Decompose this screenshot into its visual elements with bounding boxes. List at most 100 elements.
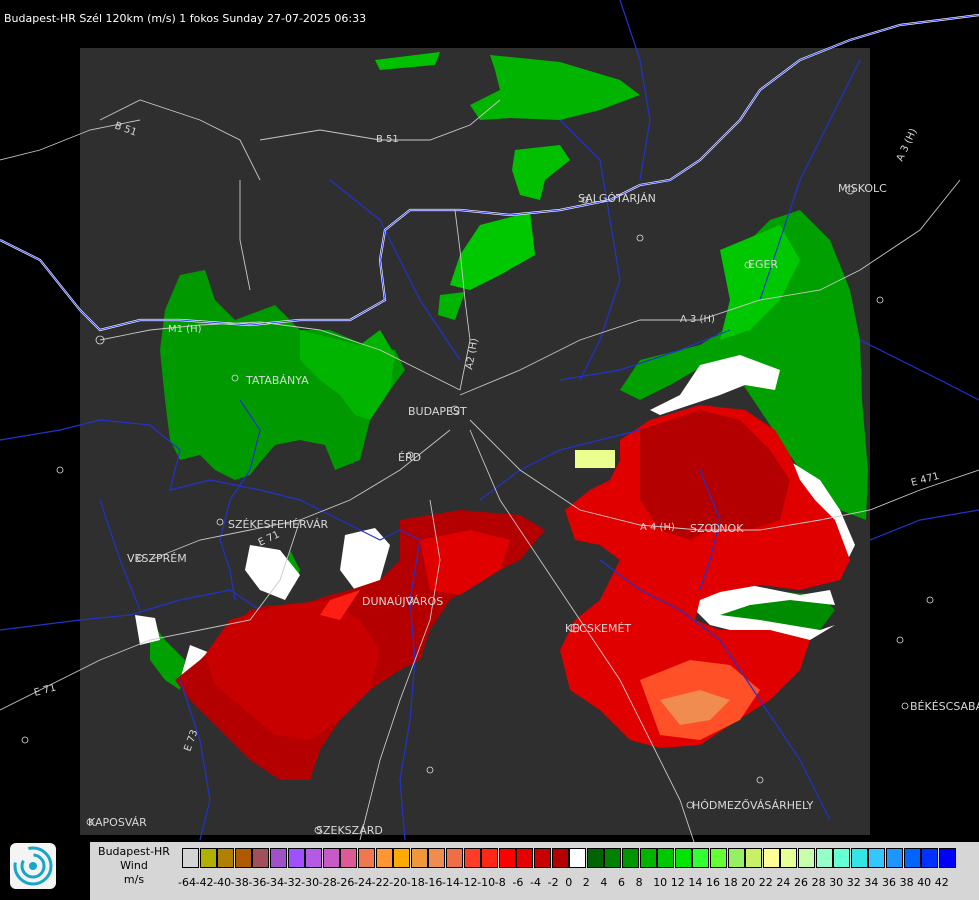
city-label: ÉRD <box>398 451 421 464</box>
legend-label: 24 <box>776 876 791 889</box>
legend-swatch <box>182 848 199 868</box>
legend-label: -6 <box>512 876 524 889</box>
legend-swatch <box>921 848 939 868</box>
legend-swatch <box>657 848 675 868</box>
legend-label: -8 <box>494 876 506 889</box>
legend-label: -18 <box>406 876 425 889</box>
city-label: DUNAÚJVÁROS <box>362 595 443 608</box>
legend-label: -30 <box>301 876 320 889</box>
legend-swatch <box>604 848 622 868</box>
legend-swatch <box>692 848 710 868</box>
city-label: KAPOSVÁR <box>88 816 147 829</box>
legend-swatch <box>674 848 692 868</box>
city-label: TATABÁNYA <box>245 374 309 387</box>
city-label: HÓDMEZŐVÁSÁRHELY <box>692 798 814 812</box>
legend-label: 4 <box>600 876 608 889</box>
city-label: MISKOLC <box>838 182 887 195</box>
legend-label: 22 <box>758 876 773 889</box>
legend-swatch <box>375 848 393 868</box>
city-outlines <box>21 185 934 834</box>
swirl-logo-icon <box>13 846 53 886</box>
legend-swatch <box>270 848 287 868</box>
legend-swatch <box>868 848 886 868</box>
legend-label: 0 <box>565 876 573 889</box>
road-label: M1 (H) <box>168 324 202 335</box>
legend-swatch <box>481 848 499 868</box>
legend-label: 14 <box>688 876 703 889</box>
legend-label: -10 <box>477 876 496 889</box>
legend-title-line: Wind <box>120 859 148 872</box>
legend-label: -22 <box>371 876 390 889</box>
legend-swatch <box>727 848 745 868</box>
legend-swatch <box>252 848 270 868</box>
legend-label: -32 <box>283 876 302 889</box>
legend-title: Budapest-HR Wind m/s <box>90 842 178 887</box>
road-label: A 3 (H) <box>895 127 920 163</box>
legend-label: -38 <box>230 876 249 889</box>
legend-swatch <box>516 848 534 868</box>
road-label: A2 (H) <box>464 337 480 370</box>
legend-title-line: m/s <box>123 873 145 886</box>
legend-swatch <box>622 848 639 868</box>
legend-swatch <box>234 848 252 868</box>
city-label: SZEKSZÁRD <box>316 824 383 837</box>
legend-title-line: Budapest-HR <box>98 845 170 858</box>
legend-label: -2 <box>547 876 559 889</box>
legend-label: -36 <box>248 876 267 889</box>
legend-swatch <box>569 848 587 868</box>
legend-label: 34 <box>864 876 879 889</box>
legend-label: 32 <box>846 876 861 889</box>
legend-swatch <box>815 848 833 868</box>
wind-echoes-negative <box>175 405 850 780</box>
country-border <box>0 13 979 332</box>
legend-label: 28 <box>811 876 826 889</box>
city-label: VESZPRÉM <box>127 552 187 565</box>
legend-label: -34 <box>266 876 284 889</box>
legend-label: -28 <box>318 876 337 889</box>
legend-swatch <box>287 848 305 868</box>
legend-swatch <box>745 848 763 868</box>
legend-label: 36 <box>882 876 896 889</box>
city-label: EGER <box>748 258 778 271</box>
legend-label: 2 <box>582 876 590 889</box>
legend-label: -24 <box>354 876 372 889</box>
legend-swatch <box>762 848 780 868</box>
legend-label: 38 <box>899 876 914 889</box>
city-labels: TATABÁNYA BUDAPEST ÉRD SZÉKESFEHÉRVÁR VE… <box>88 182 979 837</box>
legend-swatch <box>199 848 217 868</box>
legend-label: 10 <box>653 876 668 889</box>
legend-label: -4 <box>530 876 541 889</box>
legend-label: 20 <box>741 876 756 889</box>
legend-swatch <box>498 848 516 868</box>
legend-swatch <box>217 848 235 868</box>
county-borders <box>0 0 979 841</box>
road-label: B 51 <box>376 134 399 145</box>
legend-label: 30 <box>829 876 844 889</box>
legend-label: -12 <box>459 876 478 889</box>
legend-swatch <box>340 848 358 868</box>
legend-label: -20 <box>389 876 408 889</box>
legend-swatch <box>428 848 446 868</box>
legend-swatch <box>886 848 903 868</box>
legend-label: 40 <box>917 876 932 889</box>
legend-swatch <box>639 848 657 868</box>
legend-swatch <box>393 848 411 868</box>
legend-label: -42 <box>195 876 214 889</box>
city-label: SZÉKESFEHÉRVÁR <box>228 518 329 531</box>
legend-swatch <box>551 848 569 868</box>
legend-swatch <box>410 848 428 868</box>
legend-label: 12 <box>670 876 685 889</box>
legend-swatch <box>780 848 798 868</box>
legend-label: -16 <box>424 876 443 889</box>
legend-label: -40 <box>213 876 232 889</box>
legend-swatch <box>446 848 463 868</box>
legend-swatch <box>322 848 340 868</box>
legend-swatch <box>358 848 375 868</box>
legend-swatch <box>938 848 956 868</box>
road-label: A 4 (H) <box>640 522 675 533</box>
map-title: Budapest-HR Szél 120km (m/s) 1 fokos Sun… <box>4 12 367 25</box>
road-label: E 71 <box>33 683 57 699</box>
legend-swatch <box>798 848 815 868</box>
city-label: SZOLNOK <box>690 522 744 535</box>
legend-swatch <box>534 848 551 868</box>
